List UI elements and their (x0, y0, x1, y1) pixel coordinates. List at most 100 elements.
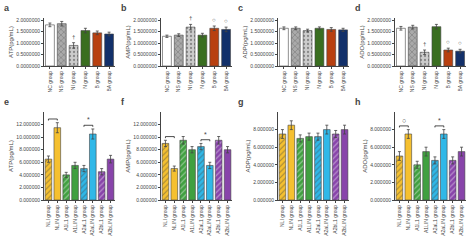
svg-text:BA group: BA group (457, 71, 463, 92)
svg-text:A2aLIN group: A2aLIN group (323, 205, 329, 236)
svg-text:*: * (438, 117, 441, 124)
svg-text:BA group: BA group (340, 71, 346, 92)
svg-text:NLI group: NLI group (279, 205, 285, 227)
svg-text:8.000000: 8.000000 (136, 146, 157, 152)
svg-text:NC group: NC group (47, 71, 53, 93)
svg-text:N group: N group (82, 71, 88, 89)
svg-text:10.000000: 10.000000 (133, 134, 157, 140)
svg-text:0.000000: 0.000000 (253, 197, 274, 203)
svg-text:4.000000: 4.000000 (19, 172, 40, 178)
svg-text:12.000000: 12.000000 (16, 121, 40, 127)
svg-text:N group: N group (316, 71, 322, 89)
svg-text:○: ○ (212, 17, 216, 23)
svg-text:2.0000000: 2.0000000 (16, 17, 40, 23)
svg-text:NI group: NI group (70, 71, 76, 90)
svg-text:A2aL1 group: A2aL1 group (432, 205, 438, 234)
svg-text:NLIN group: NLIN group (288, 205, 294, 231)
svg-text:ATP(pg/mL): ATP(pg/mL) (8, 26, 14, 58)
svg-text:†: † (189, 15, 192, 21)
svg-text:NS group: NS group (58, 71, 64, 92)
svg-text:ATP(pg/mL): ATP(pg/mL) (8, 140, 14, 172)
svg-text:A2aL1 group: A2aL1 group (198, 205, 204, 234)
svg-text:†: † (72, 34, 75, 40)
svg-text:ADO(pg/mL): ADO(pg/mL) (362, 139, 368, 173)
svg-text:ADP(pg/mL): ADP(pg/mL) (245, 139, 251, 172)
svg-text:ADO(pg/mL): ADO(pg/mL) (359, 25, 365, 59)
svg-text:2.000000: 2.000000 (19, 184, 40, 190)
svg-text:A2aLIN group: A2aLIN group (206, 205, 212, 236)
svg-text:4.000000: 4.000000 (370, 162, 391, 168)
svg-text:1.5000000: 1.5000000 (367, 28, 391, 34)
svg-text:f: f (121, 97, 125, 107)
svg-text:A1L1 group: A1L1 group (180, 205, 186, 231)
svg-text:NS group: NS group (175, 71, 181, 92)
svg-text:1.0000000: 1.0000000 (16, 40, 40, 46)
svg-text:2.0000000: 2.0000000 (250, 17, 274, 23)
svg-text:A2bLIN group: A2bLIN group (341, 205, 347, 236)
svg-text:N group: N group (199, 71, 205, 89)
svg-text:1.0000000: 1.0000000 (367, 40, 391, 46)
svg-text:6.000000: 6.000000 (19, 159, 40, 165)
svg-text:1.0000000: 1.0000000 (250, 40, 274, 46)
svg-text:NLIN group: NLIN group (405, 205, 411, 231)
svg-text:g: g (238, 97, 244, 107)
svg-text:A2aLIN group: A2aLIN group (89, 205, 95, 236)
svg-text:0.000000: 0.000000 (19, 197, 40, 203)
svg-text:A1LIN group: A1LIN group (306, 205, 312, 233)
svg-text:NC group: NC group (398, 71, 404, 93)
svg-text:12.000000: 12.000000 (133, 121, 157, 127)
svg-text:1.5000000: 1.5000000 (133, 28, 157, 34)
svg-text:A1L1 group: A1L1 group (63, 205, 69, 231)
svg-text:c: c (238, 3, 243, 13)
svg-text:0.5000000: 0.5000000 (16, 51, 40, 57)
svg-text:6.000000: 6.000000 (253, 144, 274, 150)
svg-text:NS group: NS group (292, 71, 298, 92)
svg-text:NI group: NI group (187, 71, 193, 90)
svg-text:○: ○ (224, 18, 228, 24)
svg-text:e: e (4, 97, 9, 107)
svg-text:○: ○ (458, 40, 462, 46)
svg-text:A2bL1 group: A2bL1 group (215, 205, 221, 234)
svg-text:NLIN group: NLIN group (171, 205, 177, 231)
svg-text:a: a (4, 3, 10, 13)
svg-text:8.000000: 8.000000 (253, 126, 274, 132)
svg-text:0.5000000: 0.5000000 (250, 51, 274, 57)
svg-text:B group: B group (328, 71, 334, 89)
svg-text:A2bL1 group: A2bL1 group (98, 205, 104, 234)
svg-text:0.000000: 0.000000 (370, 197, 391, 203)
svg-text:2.000000: 2.000000 (136, 184, 157, 190)
svg-text:A2bL1 group: A2bL1 group (449, 205, 455, 234)
svg-text:ADP(pg/mL): ADP(pg/mL) (242, 25, 248, 58)
svg-text:0.000000: 0.000000 (136, 197, 157, 203)
svg-text:NLIN group: NLIN group (54, 205, 60, 231)
svg-text:0.5000000: 0.5000000 (133, 51, 157, 57)
svg-text:N group: N group (433, 71, 439, 89)
svg-text:A1L1 group: A1L1 group (414, 205, 420, 231)
svg-text:A2bLIN group: A2bLIN group (107, 205, 113, 236)
svg-text:*: * (87, 116, 90, 123)
svg-text:0.0000000: 0.0000000 (16, 63, 40, 69)
svg-text:2.0000000: 2.0000000 (367, 17, 391, 23)
svg-text:10.000000: 10.000000 (16, 134, 40, 140)
svg-text:2.0000000: 2.0000000 (133, 17, 157, 23)
svg-text:BA group: BA group (223, 71, 229, 92)
svg-text:B group: B group (445, 71, 451, 89)
svg-text:A2aL1 group: A2aL1 group (315, 205, 321, 234)
svg-text:1.0000000: 1.0000000 (133, 40, 157, 46)
svg-text:2.000000: 2.000000 (370, 179, 391, 185)
svg-text:A2bLIN group: A2bLIN group (458, 205, 464, 236)
svg-text:4.000000: 4.000000 (253, 162, 274, 168)
svg-text:A1LIN group: A1LIN group (423, 205, 429, 233)
svg-text:B group: B group (94, 71, 100, 89)
svg-text:○: ○ (402, 117, 406, 124)
svg-text:B group: B group (211, 71, 217, 89)
svg-text:NLI group: NLI group (396, 205, 402, 227)
svg-text:NC group: NC group (281, 71, 287, 93)
svg-text:0.0000000: 0.0000000 (133, 63, 157, 69)
svg-text:6.000000: 6.000000 (370, 144, 391, 150)
svg-text:A1L1 group: A1L1 group (297, 205, 303, 231)
svg-text:0.5000000: 0.5000000 (367, 51, 391, 57)
svg-text:A2aLIN group: A2aLIN group (440, 205, 446, 236)
svg-text:1.5000000: 1.5000000 (250, 28, 274, 34)
svg-text:*: * (204, 131, 207, 138)
